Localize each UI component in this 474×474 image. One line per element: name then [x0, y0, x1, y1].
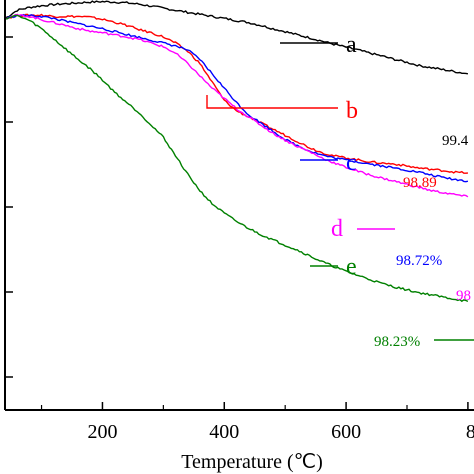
series-label-a: a: [346, 32, 357, 58]
series-label-c: c: [346, 150, 357, 176]
end-value-label-a: 99.4: [442, 133, 469, 149]
x-tick-label: 400: [209, 421, 239, 443]
series-line-e: [4, 14, 469, 303]
end-value-label-e: 98.23%: [374, 334, 420, 350]
series-line-c: [5, 13, 469, 183]
series-line-a: [4, 0, 469, 75]
x-tick-label: 600: [331, 421, 361, 443]
end-value-label-b: 98.89: [403, 175, 437, 191]
end-value-label-d: 98: [456, 288, 471, 304]
series-label-d: d: [331, 216, 343, 242]
series-label-e: e: [346, 254, 357, 280]
tick-layer: 200 400 600 8: [5, 36, 474, 443]
series-label-b: b: [346, 98, 358, 124]
leader-line-b: [206, 95, 338, 109]
series-line-b: [4, 13, 468, 174]
x-tick-label: 200: [87, 421, 117, 443]
x-tick-label: 8: [466, 421, 474, 443]
curve-layer: [4, 0, 469, 303]
series-line-d: [4, 13, 469, 198]
end-value-label-c: 98.72%: [396, 253, 442, 269]
axes: [4, 0, 474, 411]
x-axis-title: Temperature (℃): [181, 451, 323, 473]
callout-layer: a 99.4 b 98.89 c 98.72% d 98 e 98.23%: [206, 32, 474, 350]
